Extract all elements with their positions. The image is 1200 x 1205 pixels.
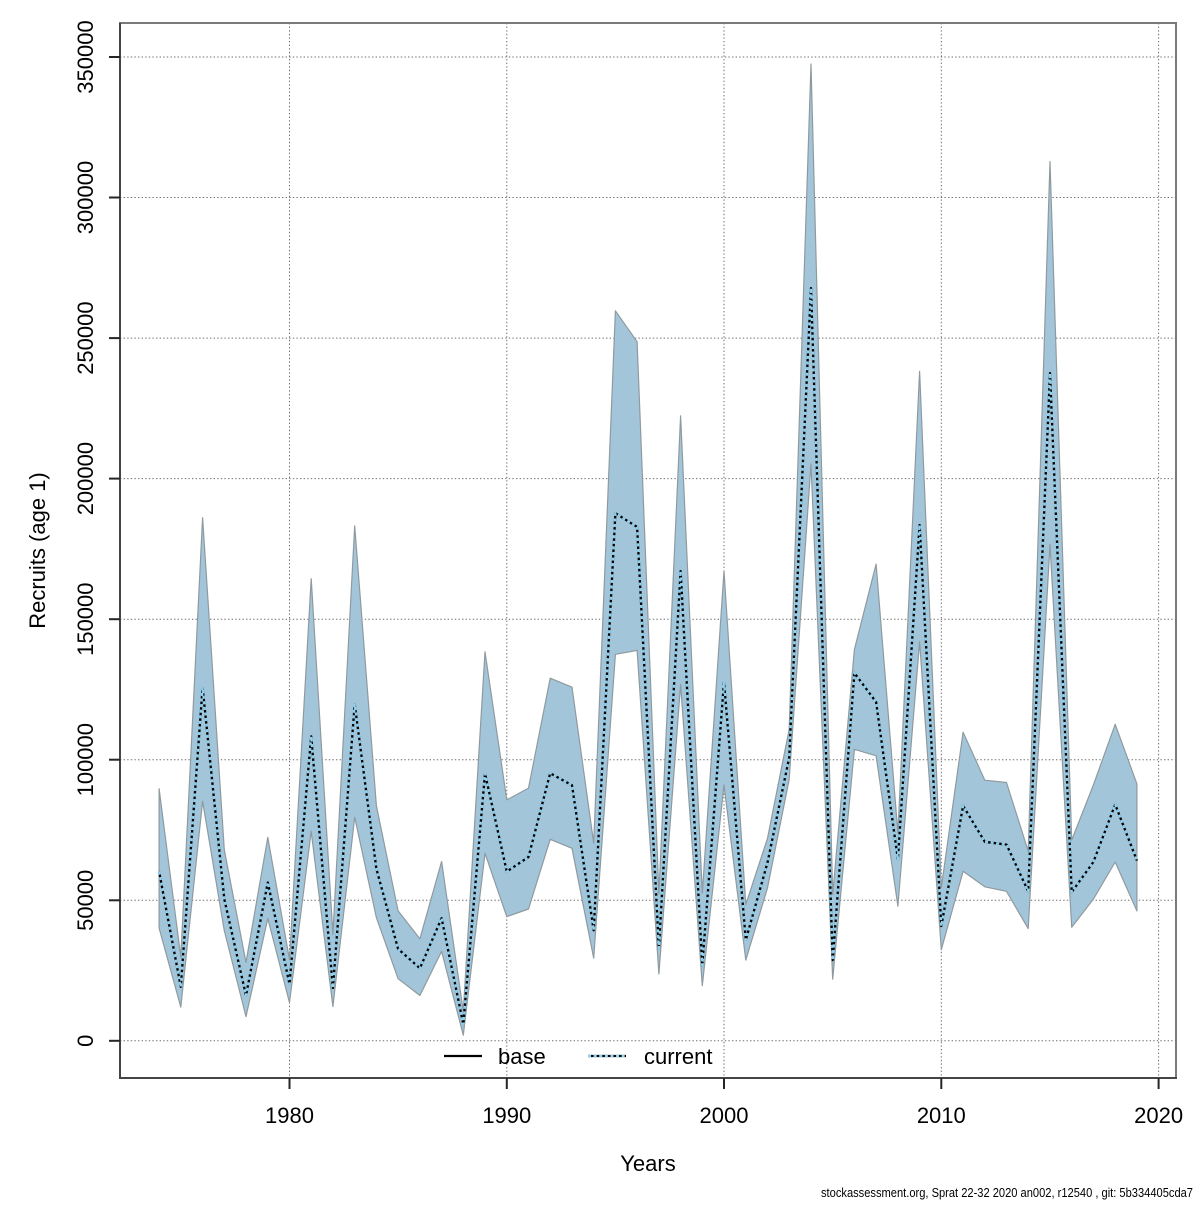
svg-text:2020: 2020 bbox=[1134, 1103, 1183, 1128]
svg-text:150000: 150000 bbox=[73, 582, 98, 655]
svg-text:100000: 100000 bbox=[73, 723, 98, 796]
svg-text:250000: 250000 bbox=[73, 301, 98, 374]
svg-text:current: current bbox=[644, 1044, 712, 1069]
svg-text:300000: 300000 bbox=[73, 161, 98, 234]
svg-text:stockassessment.org, Sprat 22-: stockassessment.org, Sprat 22-32 2020 an… bbox=[821, 1185, 1193, 1200]
svg-text:200000: 200000 bbox=[73, 442, 98, 515]
svg-text:base: base bbox=[498, 1044, 546, 1069]
svg-text:2000: 2000 bbox=[700, 1103, 749, 1128]
svg-text:350000: 350000 bbox=[73, 20, 98, 93]
svg-text:1990: 1990 bbox=[482, 1103, 531, 1128]
svg-text:Years: Years bbox=[620, 1151, 675, 1176]
svg-text:50000: 50000 bbox=[73, 870, 98, 931]
svg-text:1980: 1980 bbox=[265, 1103, 314, 1128]
svg-text:0: 0 bbox=[73, 1035, 98, 1047]
svg-text:Recruits (age 1): Recruits (age 1) bbox=[25, 472, 50, 629]
svg-text:2010: 2010 bbox=[917, 1103, 966, 1128]
